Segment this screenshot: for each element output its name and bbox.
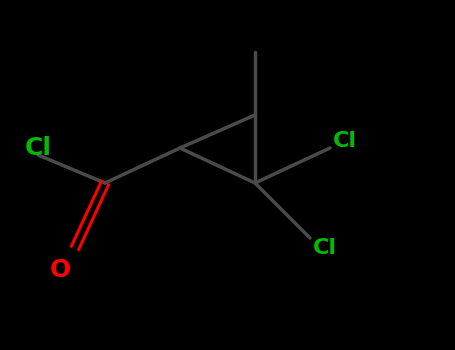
Text: Cl: Cl	[333, 131, 357, 151]
Text: Cl: Cl	[313, 238, 337, 258]
Text: Cl: Cl	[25, 136, 52, 160]
Text: O: O	[50, 258, 71, 282]
